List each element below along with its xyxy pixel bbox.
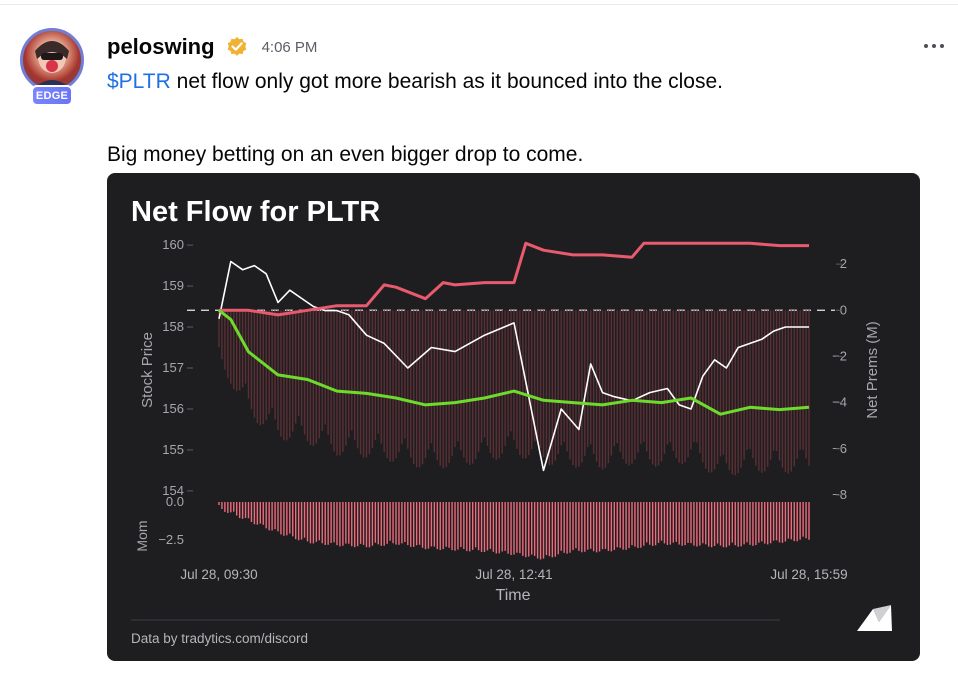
chart-footer: Data by tradytics.com/discord [131, 631, 308, 646]
x-tick: Jul 28, 09:30 [180, 567, 257, 582]
message-timestamp: 4:06 PM [261, 38, 318, 56]
y-tick-left: 154 [162, 483, 184, 498]
user-avatar[interactable]: EDGE [20, 28, 84, 112]
y-tick-left: 159 [162, 278, 184, 293]
dot-icon [924, 44, 928, 48]
chart-embed[interactable]: Net Flow for PLTR 160 159 158 157 156 155 154 2… [107, 173, 920, 661]
chart-title: Net Flow for PLTR [131, 196, 380, 228]
stock-price-line [218, 260, 809, 472]
y-tick-left: 155 [162, 442, 184, 457]
dot-icon [932, 44, 936, 48]
dot-icon [940, 44, 944, 48]
x-tick: Jul 28, 15:59 [770, 567, 847, 582]
y-tick-left: 157 [162, 360, 184, 375]
mom-tick: −2.5 [158, 532, 184, 547]
y-tick-left: 160 [162, 237, 184, 252]
y-tick-left: 156 [162, 401, 184, 416]
ticker-link[interactable]: $PLTR [107, 70, 171, 93]
avatar-image[interactable] [20, 28, 84, 92]
x-axis-label: Time [496, 587, 531, 604]
y-tick-right: 0 [840, 302, 847, 317]
x-tick: Jul 28, 12:41 [475, 567, 552, 582]
mom-axis-label: Mom [134, 520, 150, 551]
net-prems-line [219, 241, 809, 317]
tradytics-logo-icon [857, 605, 892, 631]
username[interactable]: peloswing [107, 34, 215, 59]
edge-badge: EDGE [31, 85, 73, 106]
message-text-line1: $PLTR net flow only got more bearish as … [107, 70, 723, 94]
y-axis-label-right: Net Prems (M) [864, 321, 881, 419]
y-tick-right: −4 [832, 395, 847, 410]
top-divider [0, 4, 958, 5]
y-tick-left: 158 [162, 319, 184, 334]
y-tick-right: −2 [832, 348, 847, 363]
message-header: peloswing 4:06 PM [107, 33, 317, 61]
net-flow-chart: Net Flow for PLTR 160 159 158 157 156 155 154 2… [131, 196, 892, 646]
message-text-line2: Big money betting on an even bigger drop… [107, 143, 584, 166]
mom-tick: 0.0 [166, 494, 184, 509]
more-options-button[interactable] [924, 38, 948, 54]
message-line1-text: net flow only got more bearish as it bou… [170, 70, 723, 93]
avatar-art [33, 41, 71, 89]
cumulative-flow-line [218, 309, 810, 416]
y-axis-label-left: Stock Price [139, 332, 156, 408]
y-tick-right: 2 [840, 256, 847, 271]
verified-badge-icon [227, 37, 246, 56]
